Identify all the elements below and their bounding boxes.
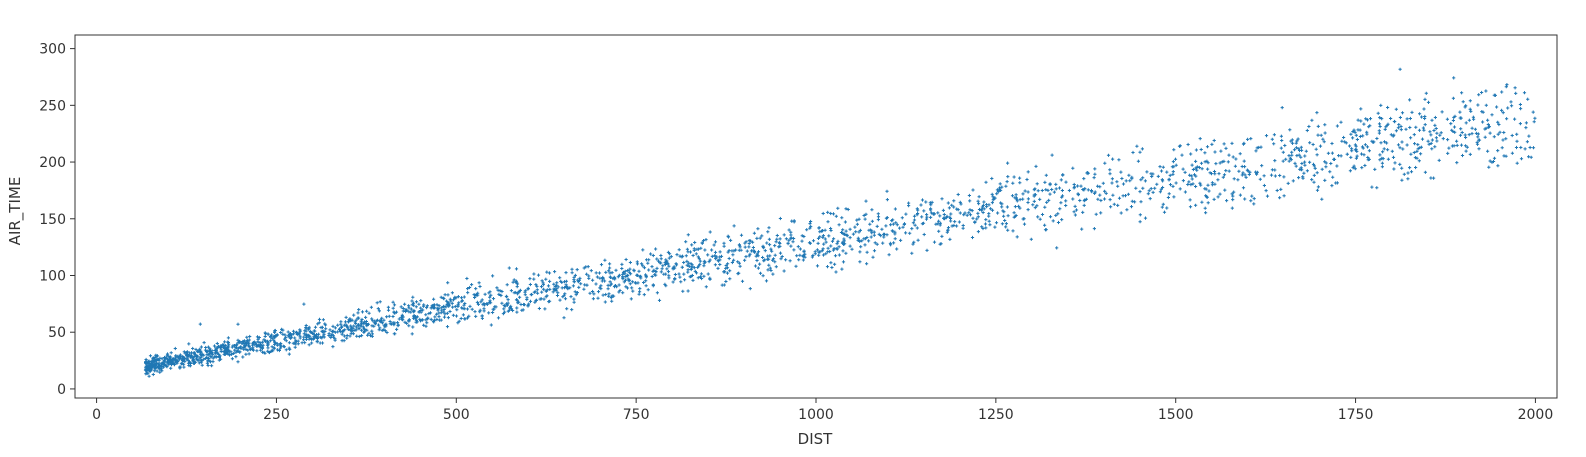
x-tick-label: 1750 xyxy=(1338,407,1374,423)
x-tick-label: 250 xyxy=(263,407,290,423)
x-axis-label: DIST xyxy=(798,430,833,448)
y-tick-label: 50 xyxy=(48,325,66,341)
y-tick-label: 250 xyxy=(39,98,66,114)
plot-frame xyxy=(74,34,1558,399)
y-tick-label: 300 xyxy=(39,42,66,58)
y-tick-label: 100 xyxy=(39,268,66,284)
axis-ticks: 0 250 500 750 1000 1250 1500 1750 2000 0 50 100 150 2… xyxy=(39,42,1553,423)
x-tick-label: 1250 xyxy=(978,407,1014,423)
x-tick-label: 1500 xyxy=(1158,407,1194,423)
y-axis-label: AIR_TIME xyxy=(6,177,25,246)
y-tick-label: 0 xyxy=(57,382,66,398)
y-tick-label: 150 xyxy=(39,212,66,228)
y-tick-label: 200 xyxy=(39,155,66,171)
x-tick-label: 2000 xyxy=(1518,407,1554,423)
x-tick-label: 750 xyxy=(623,407,650,423)
data-points xyxy=(143,67,1537,378)
x-tick-label: 1000 xyxy=(798,407,834,423)
x-tick-label: 500 xyxy=(443,407,470,423)
scatter-points xyxy=(143,67,1537,378)
x-tick-label: 0 xyxy=(92,407,101,423)
